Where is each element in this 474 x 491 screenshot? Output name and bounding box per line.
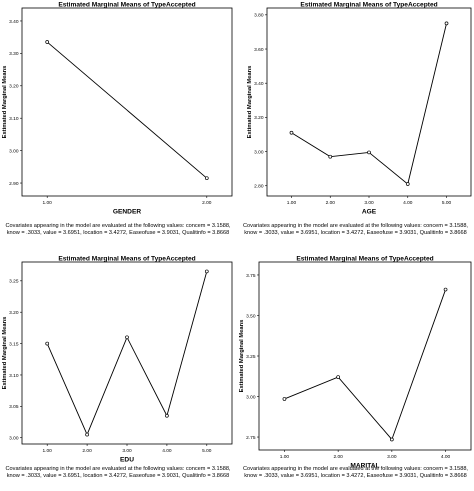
x-tick-label: 1.00 bbox=[43, 448, 53, 454]
x-tick-label: 1.00 bbox=[280, 454, 290, 460]
data-point bbox=[405, 182, 410, 186]
y-tick-label: 3.10 bbox=[9, 373, 19, 379]
data-point bbox=[367, 150, 371, 155]
chart-title: Estimated Marginal Means of TypeAccepted bbox=[58, 2, 195, 9]
y-tick-label: 3.20 bbox=[254, 115, 264, 121]
x-tick-label: 4.00 bbox=[441, 454, 451, 460]
y-tick-label: 3.00 bbox=[246, 394, 256, 400]
y-tick-label: 3.50 bbox=[246, 313, 256, 319]
x-tick-label: 4.00 bbox=[162, 448, 172, 454]
data-point bbox=[390, 437, 394, 442]
data-point bbox=[328, 154, 333, 159]
x-tick-label: 5.00 bbox=[442, 200, 452, 206]
data-point bbox=[282, 397, 287, 401]
x-tick-label: 3.00 bbox=[364, 200, 374, 206]
y-tick-label: 3.25 bbox=[9, 279, 19, 285]
data-point bbox=[444, 21, 449, 26]
y-axis-label: Estimated Marginal Means bbox=[2, 317, 8, 390]
data-point bbox=[45, 341, 50, 346]
plot-frame bbox=[266, 7, 472, 197]
y-axis-label: Estimated Marginal Means bbox=[239, 320, 245, 393]
x-axis-label: GENDER bbox=[113, 209, 141, 216]
y-tick-label: 3.75 bbox=[246, 273, 256, 279]
plot-frame bbox=[258, 261, 472, 451]
y-tick-label: 3.00 bbox=[254, 149, 264, 155]
chart-svg-marital: Estimated Marginal Means of TypeAccepted… bbox=[239, 256, 472, 470]
chart-panel-age: Estimated Marginal Means of TypeAccepted… bbox=[237, 0, 474, 222]
y-tick-label: 3.20 bbox=[9, 310, 19, 316]
x-tick-label: 3.00 bbox=[387, 454, 397, 460]
data-point bbox=[204, 176, 209, 181]
chart-title: Estimated Marginal Means of TypeAccepted bbox=[58, 256, 195, 263]
y-tick-label: 3.15 bbox=[9, 341, 19, 347]
chart-panel-marital: Estimated Marginal Means of TypeAccepted… bbox=[237, 254, 474, 470]
y-tick-label: 3.40 bbox=[9, 19, 19, 25]
x-tick-label: 2.00 bbox=[326, 200, 336, 206]
data-point bbox=[443, 287, 448, 292]
y-tick-label: 3.60 bbox=[254, 47, 264, 53]
y-tick-label: 3.05 bbox=[9, 404, 19, 410]
chart-svg-edu: Estimated Marginal Means of TypeAccepted… bbox=[2, 256, 233, 464]
y-tick-label: 3.10 bbox=[9, 116, 19, 122]
y-tick-label: 3.30 bbox=[9, 51, 19, 57]
chart-svg-gender: Estimated Marginal Means of TypeAccepted… bbox=[2, 2, 233, 216]
covariates-caption-edu: Covariates appearing in the model are ev… bbox=[5, 466, 231, 479]
y-tick-label: 3.40 bbox=[254, 81, 264, 87]
chart-title: Estimated Marginal Means of TypeAccepted bbox=[296, 256, 433, 263]
chart-panel-gender: Estimated Marginal Means of TypeAccepted… bbox=[0, 0, 237, 222]
chart-title: Estimated Marginal Means of TypeAccepted bbox=[300, 2, 437, 9]
data-point bbox=[336, 375, 340, 379]
data-point bbox=[45, 40, 50, 44]
series-line bbox=[284, 289, 446, 441]
x-tick-label: 2.00 bbox=[82, 448, 92, 454]
y-tick-label: 3.80 bbox=[254, 13, 264, 19]
x-tick-label: 2.00 bbox=[333, 454, 343, 460]
x-axis-label: MARITAL bbox=[350, 463, 379, 470]
x-axis-label: EDU bbox=[120, 457, 134, 464]
plot-frame bbox=[21, 261, 233, 445]
covariates-caption-gender: Covariates appearing in the model are ev… bbox=[5, 223, 231, 236]
x-axis-label: AGE bbox=[362, 209, 377, 216]
y-tick-label: 3.00 bbox=[9, 436, 19, 442]
y-tick-label: 2.90 bbox=[9, 181, 19, 187]
y-axis-label: Estimated Marginal Means bbox=[2, 66, 8, 139]
data-point bbox=[289, 130, 294, 135]
y-tick-label: 2.80 bbox=[254, 184, 264, 190]
x-tick-label: 1.00 bbox=[287, 200, 297, 206]
y-tick-label: 3.00 bbox=[9, 148, 19, 154]
x-tick-label: 2.00 bbox=[202, 200, 212, 206]
y-tick-label: 3.25 bbox=[246, 354, 256, 360]
chart-svg-age: Estimated Marginal Means of TypeAccepted… bbox=[247, 2, 472, 216]
data-point bbox=[204, 269, 209, 274]
data-point bbox=[165, 413, 169, 418]
y-tick-label: 2.75 bbox=[246, 435, 256, 441]
chart-panel-edu: Estimated Marginal Means of TypeAccepted… bbox=[0, 254, 237, 466]
y-axis-label: Estimated Marginal Means bbox=[247, 66, 253, 139]
covariates-caption-marital: Covariates appearing in the model are ev… bbox=[243, 466, 468, 479]
x-tick-label: 5.00 bbox=[202, 448, 212, 454]
y-tick-label: 3.20 bbox=[9, 84, 19, 90]
covariates-caption-age: Covariates appearing in the model are ev… bbox=[243, 223, 468, 236]
series-line bbox=[46, 41, 208, 179]
plot-frame bbox=[21, 7, 233, 197]
data-point bbox=[85, 432, 89, 437]
data-point bbox=[125, 335, 129, 340]
x-tick-label: 3.00 bbox=[122, 448, 132, 454]
x-tick-label: 1.00 bbox=[43, 200, 53, 206]
x-tick-label: 4.00 bbox=[403, 200, 413, 206]
